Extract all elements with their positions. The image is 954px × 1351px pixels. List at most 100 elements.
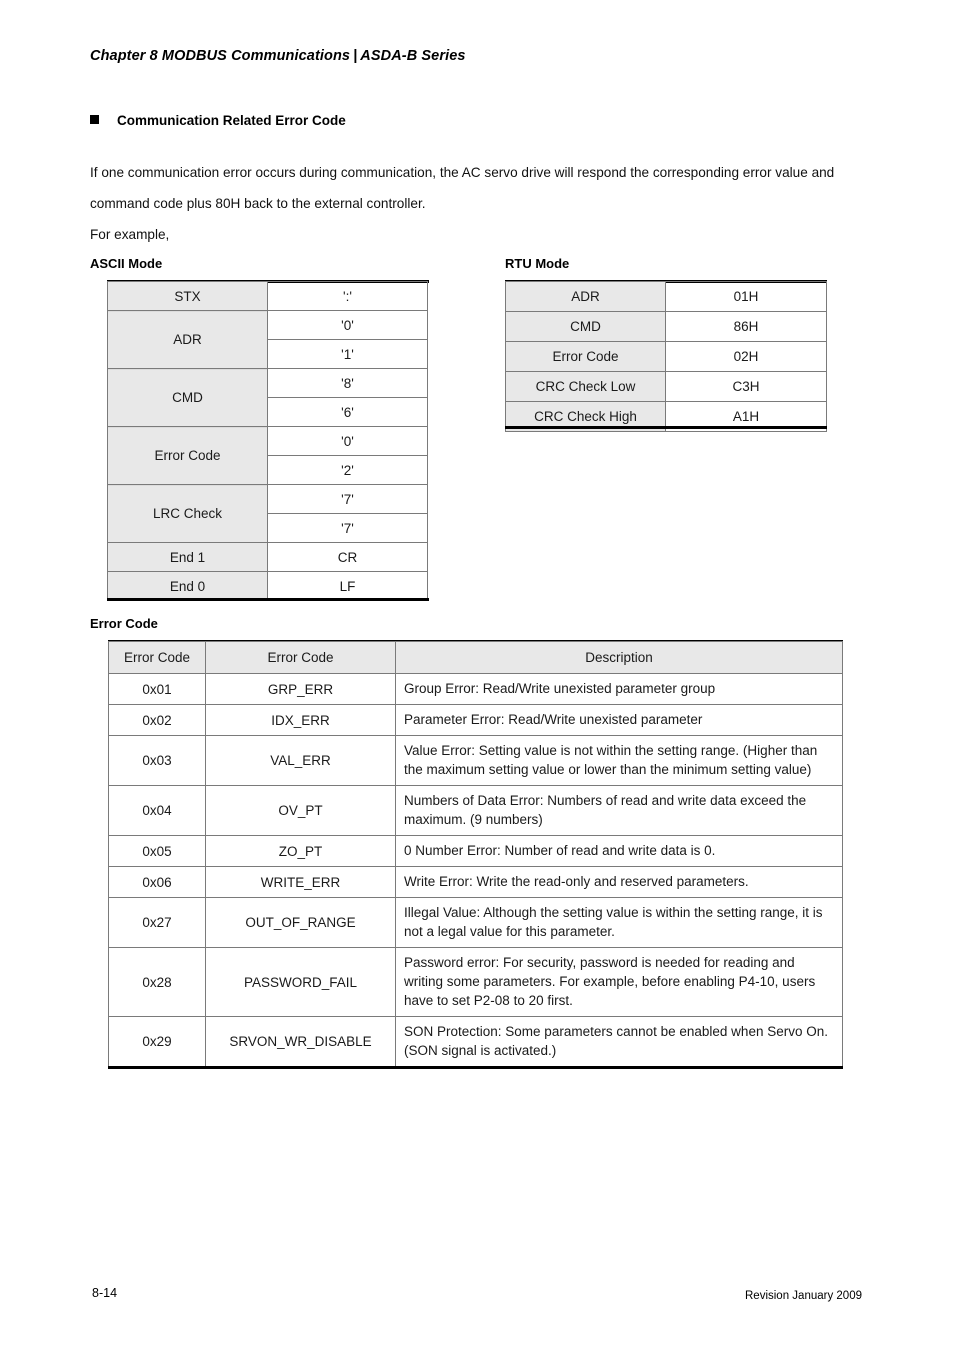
table-row: ADR '0' <box>107 310 428 369</box>
ascii-field-lrc-check: LRC Check <box>107 484 268 543</box>
errcode-code-0x06: 0x06 <box>108 866 206 898</box>
errcode-code-0x01: 0x01 <box>108 673 206 705</box>
ascii-value-adr-hi: '0' <box>267 310 428 340</box>
errcode-desc-0x03: Value Error: Setting value is not within… <box>395 735 843 786</box>
rtu-value-adr: 01H <box>665 281 827 312</box>
table-row: CRC Check Low C3H <box>505 371 827 402</box>
header-series: ASDA-B Series <box>360 48 466 64</box>
rtu-table-bottom-rule <box>505 426 827 429</box>
ascii-value-end0: LF <box>267 571 428 601</box>
ascii-field-end1: End 1 <box>107 542 268 572</box>
errcode-desc-0x28: Password error: For security, password i… <box>395 947 843 1017</box>
ascii-value-adr-lo: '1' <box>267 339 428 369</box>
errcode-code-0x02: 0x02 <box>108 704 206 736</box>
rtu-field-error-code: Error Code <box>505 341 666 372</box>
errcode-col-code: Error Code <box>108 641 206 674</box>
errcode-desc-0x01: Group Error: Read/Write unexisted parame… <box>395 673 843 705</box>
table-row: 0x03 VAL_ERR Value Error: Setting value … <box>108 735 843 786</box>
rtu-mode-label: RTU Mode <box>505 256 570 271</box>
error-code-table: Error Code Error Code Description 0x01 G… <box>108 641 843 1067</box>
ascii-value-stx: ':' <box>267 281 428 311</box>
errcode-code-0x28: 0x28 <box>108 947 206 1017</box>
table-header-row: Error Code Error Code Description <box>108 641 843 674</box>
rtu-value-crc-low: C3H <box>665 371 827 402</box>
errcode-name-0x05: ZO_PT <box>205 835 396 867</box>
ascii-value-lrc-hi: '7' <box>267 484 428 514</box>
for-example-paragraph: For example, <box>90 227 170 242</box>
errcode-col-description: Description <box>395 641 843 674</box>
rtu-field-adr: ADR <box>505 281 666 312</box>
errcode-code-0x04: 0x04 <box>108 785 206 836</box>
table-row: 0x01 GRP_ERR Group Error: Read/Write une… <box>108 673 843 705</box>
rtu-value-cmd: 86H <box>665 311 827 342</box>
table-row: CMD '8' <box>107 368 428 427</box>
errcode-col-name: Error Code <box>205 641 396 674</box>
table-row: Error Code 02H <box>505 341 827 372</box>
ascii-field-cmd: CMD <box>107 368 268 427</box>
ascii-field-adr: ADR <box>107 310 268 369</box>
table-row: 0x02 IDX_ERR Parameter Error: Read/Write… <box>108 704 843 736</box>
ascii-field-stx: STX <box>107 281 268 311</box>
table-row: 0x05 ZO_PT 0 Number Error: Number of rea… <box>108 835 843 867</box>
table-row: STX ':' <box>107 281 428 311</box>
table-row: '7' <box>108 513 428 543</box>
rtu-field-cmd: CMD <box>505 311 666 342</box>
section-heading: Communication Related Error Code <box>90 113 346 128</box>
footer-revision: Revision January 2009 <box>745 1290 862 1302</box>
section-heading-label: Communication Related Error Code <box>117 113 346 128</box>
error-code-table-label: Error Code <box>90 616 158 631</box>
header-chapter: Chapter 8 MODBUS Communications <box>90 48 351 64</box>
ascii-value-error-hi: '0' <box>267 426 428 456</box>
header-separator: | <box>353 48 358 64</box>
intro-paragraph: If one communication error occurs during… <box>90 165 835 211</box>
ascii-value-cmd-lo: '6' <box>267 397 428 427</box>
ascii-mode-label: ASCII Mode <box>90 256 163 271</box>
errcode-name-0x28: PASSWORD_FAIL <box>205 947 396 1017</box>
table-row: 0x28 PASSWORD_FAIL Password error: For s… <box>108 947 843 1017</box>
table-row: End 0 LF <box>107 571 428 601</box>
errcode-name-0x04: OV_PT <box>205 785 396 836</box>
rtu-field-crc-low: CRC Check Low <box>505 371 666 402</box>
errcode-desc-0x05: 0 Number Error: Number of read and write… <box>395 835 843 867</box>
errcode-table-bottom-rule <box>108 1066 843 1069</box>
rtu-value-error-code: 02H <box>665 341 827 372</box>
errcode-desc-0x29: SON Protection: Some parameters cannot b… <box>395 1016 843 1067</box>
errcode-desc-0x04: Numbers of Data Error: Numbers of read a… <box>395 785 843 836</box>
errcode-code-0x05: 0x05 <box>108 835 206 867</box>
table-row: CMD 86H <box>505 311 827 342</box>
ascii-value-cmd-hi: '8' <box>267 368 428 398</box>
table-row: Error Code '0' <box>107 426 428 485</box>
table-row: '2' <box>108 455 428 485</box>
table-row: End 1 CR <box>107 542 428 572</box>
errcode-desc-0x02: Parameter Error: Read/Write unexisted pa… <box>395 704 843 736</box>
ascii-field-error-code: Error Code <box>107 426 268 485</box>
ascii-field-end0: End 0 <box>107 571 268 601</box>
table-row: LRC Check '7' <box>107 484 428 543</box>
ascii-value-lrc-lo: '7' <box>267 513 428 543</box>
errcode-desc-0x27: Illegal Value: Although the setting valu… <box>395 897 843 948</box>
table-row: 0x29 SRVON_WR_DISABLE SON Protection: So… <box>108 1016 843 1067</box>
square-bullet-icon <box>90 115 99 124</box>
ascii-value-error-lo: '2' <box>267 455 428 485</box>
errcode-desc-0x06: Write Error: Write the read-only and res… <box>395 866 843 898</box>
errcode-code-0x03: 0x03 <box>108 735 206 786</box>
rtu-mode-table: ADR 01H CMD 86H Error Code 02H CRC Check… <box>505 281 827 432</box>
table-row: ADR 01H <box>505 281 827 312</box>
table-row: 0x04 OV_PT Numbers of Data Error: Number… <box>108 785 843 836</box>
ascii-value-end1: CR <box>267 542 428 572</box>
errcode-name-0x03: VAL_ERR <box>205 735 396 786</box>
errcode-name-0x29: SRVON_WR_DISABLE <box>205 1016 396 1067</box>
errcode-name-0x01: GRP_ERR <box>205 673 396 705</box>
errcode-code-0x29: 0x29 <box>108 1016 206 1067</box>
errcode-name-0x27: OUT_OF_RANGE <box>205 897 396 948</box>
table-row: '6' <box>108 397 428 427</box>
ascii-mode-table: STX ':' ADR '0' '1' CMD '8' '6' Error Co… <box>107 281 428 601</box>
footer-page-number: 8-14 <box>92 1286 118 1300</box>
errcode-name-0x02: IDX_ERR <box>205 704 396 736</box>
table-row: 0x06 WRITE_ERR Write Error: Write the re… <box>108 866 843 898</box>
errcode-code-0x27: 0x27 <box>108 897 206 948</box>
running-header: Chapter 8 MODBUS Communications | ASDA-B S… <box>90 48 466 64</box>
ascii-table-bottom-rule <box>107 598 429 601</box>
table-row: 0x27 OUT_OF_RANGE Illegal Value: Althoug… <box>108 897 843 948</box>
